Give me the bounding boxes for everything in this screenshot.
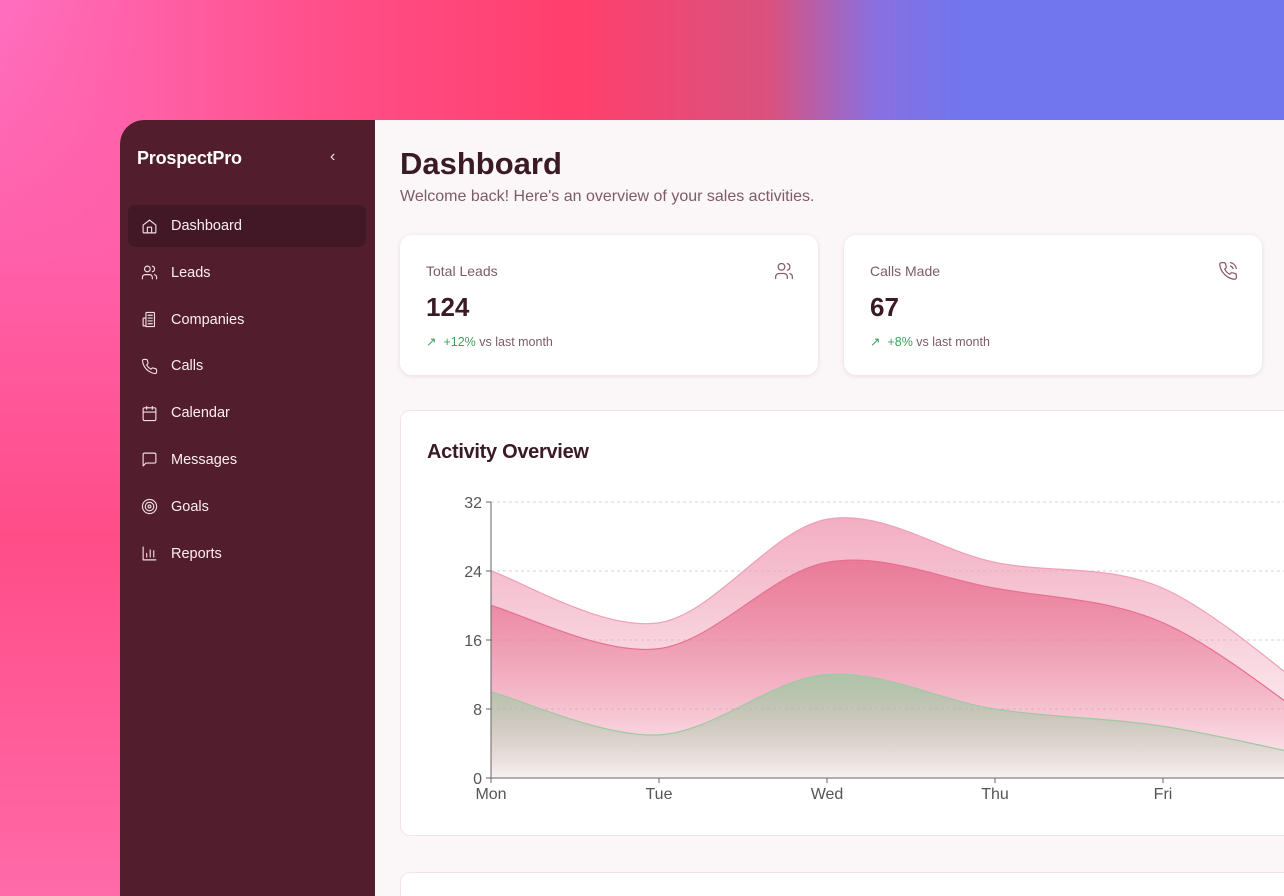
sidebar-item-messages[interactable]: Messages: [128, 439, 366, 481]
sidebar-item-label: Reports: [171, 545, 222, 562]
arrow-up-right-icon: ↗: [870, 335, 881, 349]
sidebar-item-label: Dashboard: [171, 218, 242, 234]
brand-logo: ProspectPro: [137, 148, 242, 168]
stat-trend: ↗ +12% vs last month: [426, 334, 553, 349]
stat-value: 124: [426, 292, 470, 322]
sidebar-nav: Dashboard Leads Companies Calls Calendar…: [128, 205, 366, 579]
sidebar-item-dashboard[interactable]: Dashboard: [128, 205, 366, 247]
stat-value: 67: [870, 292, 899, 322]
stat-card-calls-made: Calls Made 67 ↗ +8% vs last month: [844, 235, 1262, 375]
chevron-left-icon[interactable]: ‹: [330, 148, 336, 165]
x-tick-label: Wed: [811, 786, 844, 803]
stat-change-suffix: vs last month: [916, 335, 990, 349]
y-tick-label: 0: [473, 771, 482, 788]
sidebar-item-leads[interactable]: Leads: [128, 252, 366, 294]
secondary-card: [400, 872, 1284, 896]
sidebar-item-companies[interactable]: Companies: [128, 299, 366, 341]
activity-overview-card: Activity Overview 0 8 16 24 32 Mon Tue Wed Thu Fr…: [400, 410, 1284, 836]
sidebar-item-calendar[interactable]: Calendar: [128, 392, 366, 434]
home-icon: [142, 219, 157, 233]
phone-call-icon: [1219, 262, 1237, 280]
sidebar-item-label: Companies: [171, 311, 245, 328]
y-tick-label: 16: [464, 633, 482, 650]
line-series-0: [490, 517, 1284, 673]
x-tick-label: Fri: [1154, 786, 1173, 803]
stat-label: Total Leads: [426, 263, 498, 279]
y-tick-label: 24: [464, 564, 482, 581]
activity-chart: 0 8 16 24 32 Mon Tue Wed Thu Fri: [464, 495, 1284, 803]
message-icon: [142, 453, 157, 467]
y-tick-label: 8: [473, 702, 482, 719]
stat-label: Calls Made: [870, 263, 941, 279]
bar-chart-icon: [142, 546, 157, 561]
sidebar-item-label: Calendar: [171, 405, 230, 422]
page-title: Dashboard: [400, 146, 562, 181]
sidebar-item-label: Leads: [171, 264, 211, 281]
area-series-2: [491, 674, 1284, 778]
users-icon: [775, 262, 793, 280]
phone-icon: [141, 358, 158, 374]
line-series-2: [490, 673, 1284, 752]
stat-change-suffix: vs last month: [479, 335, 553, 349]
stat-card-total-leads: Total Leads 124 ↗ +12% vs last month: [400, 235, 818, 375]
sidebar: ProspectPro ‹ Dashboard Leads Companies …: [120, 120, 375, 896]
page-subtitle: Welcome back! Here's an overview of your…: [400, 188, 815, 205]
target-icon: [141, 499, 158, 515]
sidebar-item-reports[interactable]: Reports: [128, 533, 366, 575]
sidebar-item-label: Calls: [171, 358, 204, 375]
sidebar-item-label: Goals: [171, 498, 209, 515]
app-window: ProspectPro ‹ Dashboard Leads Companies …: [120, 120, 1284, 896]
stat-trend: ↗ +8% vs last month: [870, 334, 990, 349]
calendar-icon: [142, 405, 157, 421]
x-tick-label: Tue: [646, 786, 673, 803]
stat-change: +12%: [443, 335, 476, 349]
x-tick-label: Mon: [475, 786, 506, 803]
y-tick-label: 32: [464, 495, 482, 512]
main-content: Dashboard Welcome back! Here's an overvi…: [375, 120, 1284, 896]
chart-title: Activity Overview: [427, 441, 589, 463]
sidebar-item-calls[interactable]: Calls: [128, 345, 366, 387]
line-series-1: [490, 559, 1284, 702]
building-icon: [142, 311, 156, 328]
stat-change: +8%: [887, 335, 913, 349]
users-icon: [141, 265, 158, 280]
background-gradient: [0, 0, 140, 896]
sidebar-item-label: Messages: [171, 451, 238, 468]
x-tick-label: Thu: [981, 786, 1009, 803]
arrow-up-right-icon: ↗: [426, 335, 437, 349]
sidebar-item-goals[interactable]: Goals: [128, 486, 366, 528]
